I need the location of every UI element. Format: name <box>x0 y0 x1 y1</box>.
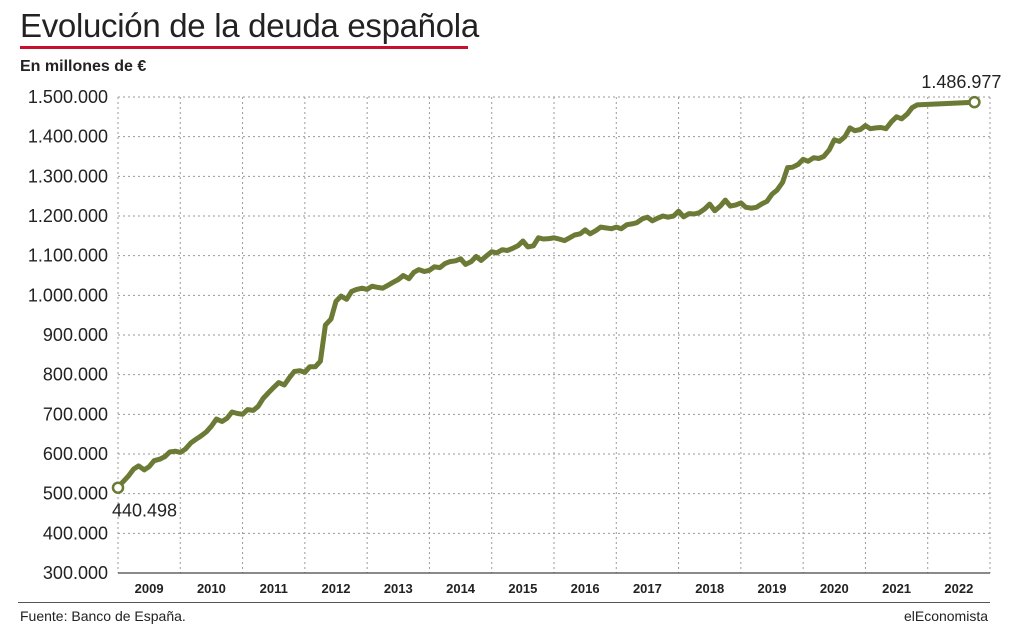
end-value-label: 1.486.977 <box>921 72 1001 92</box>
y-tick-label: 1.300.000 <box>28 166 108 186</box>
y-tick-label: 300.000 <box>43 563 108 583</box>
end-point-marker <box>968 95 981 109</box>
start-point-marker <box>111 481 125 494</box>
chart-grid <box>117 96 991 574</box>
y-tick-label: 1.400.000 <box>28 127 108 147</box>
y-tick-label: 1.200.000 <box>28 206 108 226</box>
x-tick-label: 2019 <box>758 581 787 596</box>
start-value-label: 440.498 <box>112 501 177 521</box>
x-tick-label: 2010 <box>197 581 226 596</box>
y-tick-label: 400.000 <box>43 523 108 543</box>
source-note: Fuente: Banco de España. <box>20 608 186 624</box>
x-tick-label: 2022 <box>944 581 973 596</box>
annotations: 440.498 1.486.977 <box>111 72 1001 521</box>
y-tick-label: 500.000 <box>43 484 108 504</box>
chart-subtitle: En millones de € <box>20 58 147 75</box>
publisher-brand: elEconomista <box>903 608 988 624</box>
y-tick-label: 800.000 <box>43 365 108 385</box>
x-tick-label: 2018 <box>695 581 724 596</box>
x-tick-label: 2021 <box>882 581 911 596</box>
y-tick-label: 600.000 <box>43 444 108 464</box>
y-tick-label: 700.000 <box>43 404 108 424</box>
y-axis-ticks: 300.000 400.000 500.000 600.000 700.000 800.0… <box>28 87 108 583</box>
series-layer <box>115 99 977 491</box>
x-tick-label: 2013 <box>384 581 413 596</box>
x-tick-label: 2009 <box>135 581 164 596</box>
series-line <box>115 99 977 491</box>
x-axis: 2009 2010 2011 2012 2013 2014 2015 2016 2017 2018… <box>118 572 990 596</box>
title-underline <box>20 46 468 49</box>
chart-title: Evolución de la deuda española <box>20 7 479 44</box>
y-tick-label: 1.500.000 <box>28 87 108 107</box>
y-tick-label: 1.000.000 <box>28 285 108 305</box>
y-tick-label: 1.100.000 <box>28 246 108 266</box>
x-tick-label: 2017 <box>633 581 662 596</box>
x-tick-label: 2016 <box>571 581 600 596</box>
x-tick-label: 2015 <box>508 581 537 596</box>
x-tick-label: 2014 <box>446 581 476 596</box>
x-tick-label: 2012 <box>322 581 351 596</box>
x-tick-label: 2011 <box>260 581 288 596</box>
y-tick-label: 900.000 <box>43 325 108 345</box>
line-chart: 300.000 400.000 500.000 600.000 700.000 800.0… <box>28 72 1002 596</box>
footer-divider <box>18 602 990 603</box>
x-tick-label: 2020 <box>820 581 849 596</box>
